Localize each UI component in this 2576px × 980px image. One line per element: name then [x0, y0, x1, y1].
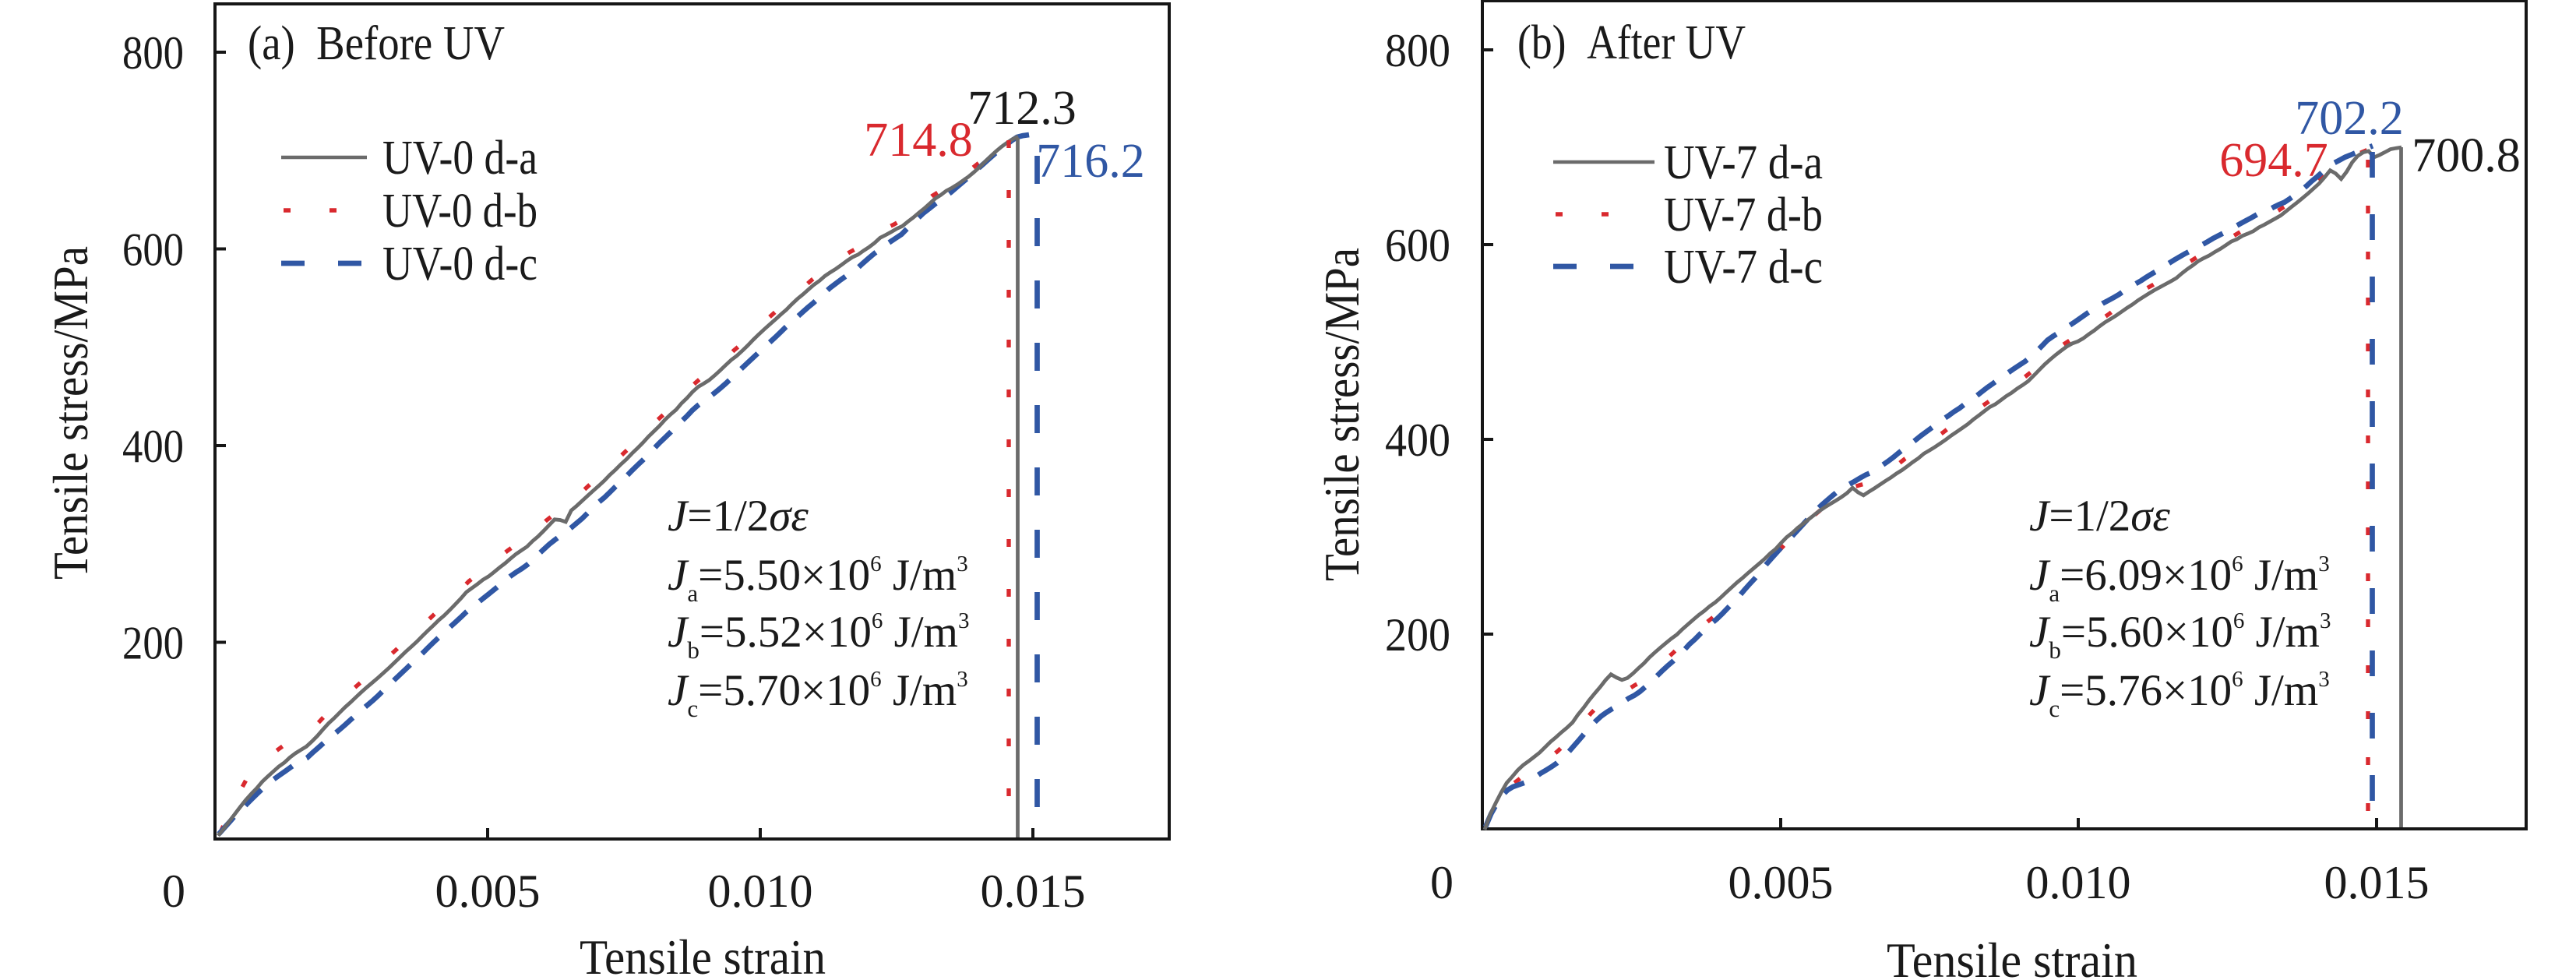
svg-text:694.7: 694.7 — [2219, 134, 2328, 187]
svg-text:Ja=6.09×106 J/m3: Ja=6.09×106 J/m3 — [2029, 551, 2330, 607]
svg-text:400: 400 — [1385, 414, 1450, 466]
svg-text:716.2: 716.2 — [1036, 135, 1145, 188]
svg-text:UV-7 d-b: UV-7 d-b — [1664, 189, 1823, 241]
svg-text:0: 0 — [1430, 857, 1454, 908]
svg-text:(b) After UV: (b) After UV — [1517, 16, 1746, 69]
svg-text:UV-7 d-c: UV-7 d-c — [1664, 241, 1823, 294]
svg-text:(a) Before UV: (a) Before UV — [248, 17, 505, 70]
svg-text:0.005: 0.005 — [435, 865, 541, 917]
svg-text:UV-7 d-a: UV-7 d-a — [1664, 136, 1823, 189]
svg-text:600: 600 — [122, 224, 184, 276]
svg-text:0.015: 0.015 — [981, 865, 1086, 917]
svg-text:712.3: 712.3 — [967, 82, 1077, 135]
svg-text:Jb=5.60×106 J/m3: Jb=5.60×106 J/m3 — [2029, 608, 2331, 664]
svg-text:Jc=5.70×106 J/m3: Jc=5.70×106 J/m3 — [668, 666, 968, 722]
svg-text:200: 200 — [122, 618, 184, 669]
svg-text:UV-0 d-c: UV-0 d-c — [382, 238, 537, 291]
svg-text:UV-0 d-b: UV-0 d-b — [382, 185, 537, 238]
svg-text:0.005: 0.005 — [1728, 857, 1834, 908]
svg-text:702.2: 702.2 — [2295, 92, 2404, 145]
svg-text:Jc=5.76×106 J/m3: Jc=5.76×106 J/m3 — [2029, 666, 2330, 722]
svg-text:Tensile strain: Tensile strain — [580, 929, 826, 980]
svg-text:714.8: 714.8 — [864, 114, 973, 167]
svg-text:Ja=5.50×106 J/m3: Ja=5.50×106 J/m3 — [668, 551, 968, 607]
svg-text:Tensile stress/MPa: Tensile stress/MPa — [43, 246, 98, 580]
svg-text:800: 800 — [1385, 25, 1450, 76]
svg-text:0.010: 0.010 — [2026, 857, 2131, 908]
svg-text:0.015: 0.015 — [2324, 857, 2430, 908]
svg-text:200: 200 — [1385, 609, 1450, 661]
svg-text:J=1/2σε: J=1/2σε — [668, 492, 809, 541]
svg-text:600: 600 — [1385, 220, 1450, 271]
svg-text:Jb=5.52×106 J/m3: Jb=5.52×106 J/m3 — [668, 608, 969, 664]
svg-text:400: 400 — [122, 421, 184, 472]
svg-text:J=1/2σε: J=1/2σε — [2029, 492, 2170, 541]
svg-text:700.8: 700.8 — [2412, 129, 2521, 182]
svg-text:Tensile strain: Tensile strain — [1887, 932, 2137, 980]
svg-text:0.010: 0.010 — [708, 865, 813, 917]
svg-text:0: 0 — [162, 865, 185, 917]
svg-text:800: 800 — [122, 27, 184, 79]
svg-text:UV-0 d-a: UV-0 d-a — [382, 132, 537, 185]
svg-text:Tensile stress/MPa: Tensile stress/MPa — [1314, 248, 1369, 581]
